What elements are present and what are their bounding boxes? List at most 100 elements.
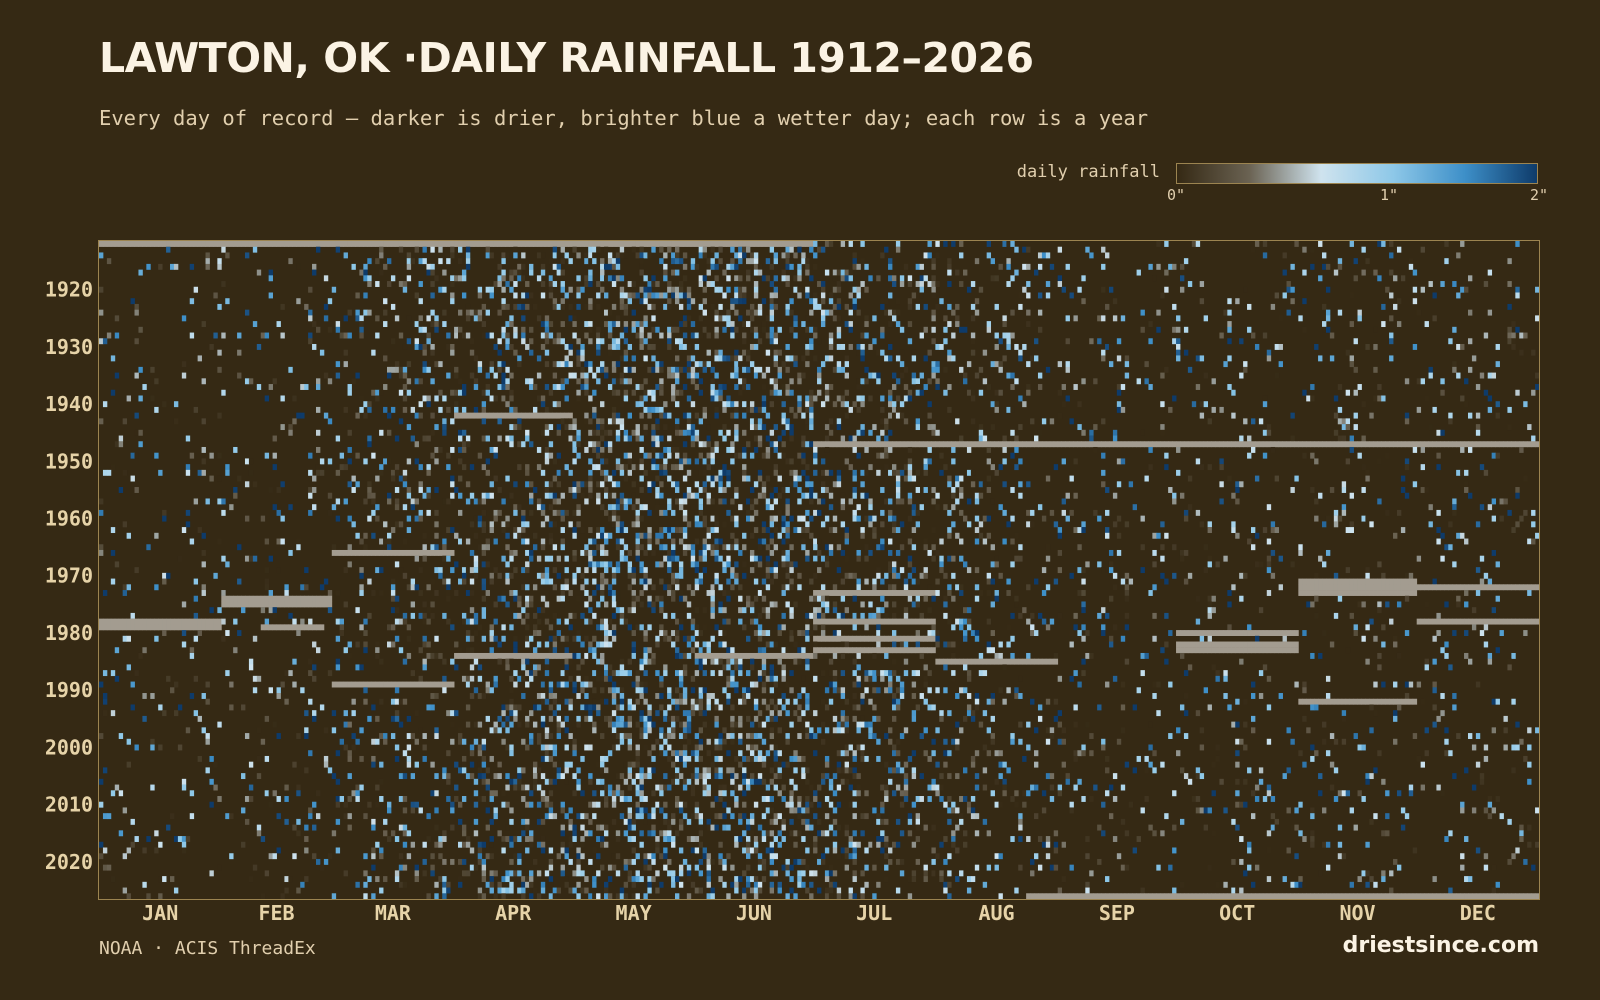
rain-cell — [868, 395, 873, 402]
rain-cell — [347, 544, 352, 551]
rain-cell — [714, 263, 719, 270]
rain-cell — [1081, 601, 1086, 608]
rain-cell — [702, 361, 707, 368]
rain-cell — [813, 595, 818, 602]
missing-cell — [177, 618, 183, 625]
rain-cell — [698, 275, 704, 282]
rain-cell — [722, 487, 727, 493]
rain-cell — [473, 561, 479, 568]
rain-cell — [442, 538, 447, 545]
rain-cell — [406, 378, 412, 385]
rain-cell — [797, 246, 802, 253]
rain-cell — [1389, 355, 1394, 362]
missing-cell — [1101, 441, 1106, 448]
rain-cell — [122, 590, 128, 596]
rain-cell — [1322, 521, 1327, 528]
missing-cell — [1160, 441, 1165, 448]
rain-cell — [678, 292, 684, 299]
rain-cell — [655, 498, 660, 505]
rain-cell — [635, 555, 640, 562]
rain-cell — [1464, 469, 1469, 476]
rain-cell — [639, 578, 644, 585]
rain-cell — [931, 544, 936, 551]
rain-cell — [1475, 572, 1481, 579]
rain-cell — [552, 252, 558, 259]
rain-cell — [805, 286, 810, 293]
missing-cell — [166, 618, 171, 625]
rain-cell — [888, 321, 893, 328]
rain-cell — [970, 281, 976, 287]
rain-cell — [497, 435, 502, 442]
rain-cell — [678, 281, 684, 287]
rain-cell — [868, 275, 873, 282]
missing-cell — [434, 241, 439, 247]
rain-cell — [509, 590, 514, 596]
missing-cell — [1452, 618, 1457, 625]
rain-cell — [142, 384, 147, 390]
rain-cell — [722, 549, 727, 556]
rain-cell — [489, 361, 494, 368]
missing-cell — [304, 601, 309, 608]
rain-cell — [521, 509, 526, 516]
missing-cell — [1535, 618, 1540, 625]
rain-cell — [978, 492, 984, 499]
rain-cell — [710, 258, 715, 265]
rain-cell — [1341, 418, 1347, 425]
rain-cell — [588, 281, 593, 287]
rain-cell — [603, 372, 609, 379]
rain-cell — [308, 618, 313, 625]
rain-cell — [1432, 292, 1437, 299]
rain-cell — [848, 498, 853, 505]
rain-cell — [828, 292, 834, 299]
rain-cell — [233, 492, 238, 499]
rain-cell — [406, 487, 412, 493]
rain-cell — [959, 252, 964, 259]
rain-cell — [895, 481, 901, 488]
missing-cell — [438, 549, 443, 556]
rain-cell — [789, 258, 794, 265]
rain-cell — [769, 303, 775, 310]
rain-cell — [891, 572, 897, 579]
rain-cell — [619, 355, 625, 362]
missing-cell — [189, 618, 195, 625]
missing-cell — [1207, 441, 1212, 448]
rain-cell — [600, 366, 605, 373]
rain-cell — [532, 532, 538, 539]
missing-cell — [927, 441, 932, 448]
rain-cell — [434, 521, 439, 528]
rain-cell — [1345, 418, 1351, 425]
rain-cell — [678, 572, 684, 579]
rain-cell — [600, 418, 605, 425]
rain-cell — [458, 326, 463, 333]
missing-cell — [1393, 590, 1398, 596]
rain-cell — [355, 607, 360, 614]
rain-cell — [686, 584, 692, 591]
rain-cell — [493, 372, 498, 379]
rain-cell — [410, 435, 416, 442]
rain-cell — [603, 469, 609, 476]
rain-cell — [655, 424, 660, 431]
rain-cell — [801, 452, 806, 459]
rain-cell — [686, 544, 692, 551]
rain-cell — [1010, 406, 1015, 413]
rain-cell — [110, 464, 116, 471]
rain-cell — [1349, 241, 1354, 247]
rain-cell — [615, 321, 621, 328]
rain-cell — [698, 252, 704, 259]
rain-cell — [390, 527, 396, 534]
rain-cell — [355, 481, 360, 488]
rain-cell — [572, 532, 577, 539]
rain-cell — [710, 475, 715, 482]
rain-cell — [789, 607, 794, 614]
rain-cell — [596, 452, 601, 459]
rain-cell — [138, 395, 143, 402]
rain-cell — [722, 561, 727, 568]
missing-cell — [1416, 441, 1422, 448]
rain-cell — [659, 509, 664, 516]
rain-cell — [1101, 246, 1106, 253]
rain-cell — [789, 406, 794, 413]
rain-cell — [1014, 378, 1019, 385]
rain-cell — [102, 338, 108, 345]
missing-cell — [1361, 578, 1366, 585]
rain-cell — [315, 464, 321, 471]
